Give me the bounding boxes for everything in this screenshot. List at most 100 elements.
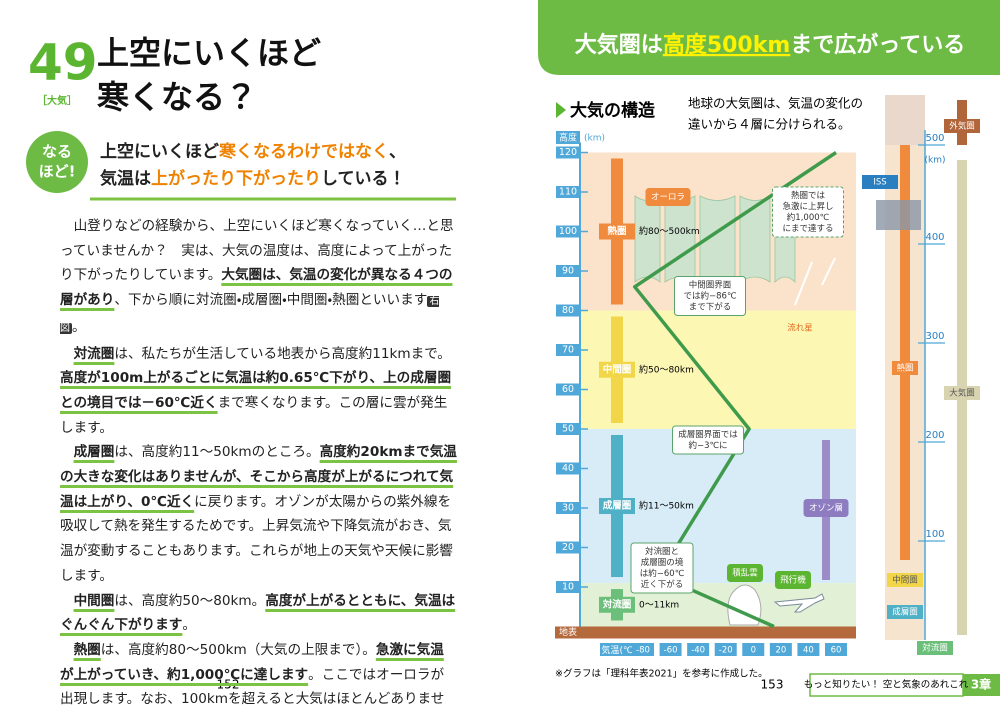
ground	[555, 626, 856, 639]
ground-label: 地表	[559, 626, 577, 638]
x-tick-label: -40	[691, 646, 705, 656]
paragraph: 中間圏は、高度約50～80km。高度が上がるとともに、気温はぐんぐん下がります。	[60, 589, 457, 638]
layer-name: 対流圏	[602, 598, 632, 610]
layer-range: 約11～50km	[639, 500, 694, 512]
aurora	[664, 195, 696, 283]
side-label: 熱圏	[896, 363, 913, 374]
x-tick-label: 60	[831, 646, 842, 656]
y-tick-label: 60	[562, 384, 574, 395]
annotation-box	[727, 564, 763, 582]
annotation-text: 急激に上昇し	[782, 201, 833, 212]
y-tick-box	[556, 304, 580, 317]
x-tick-label: 20	[775, 646, 786, 656]
side-label: ISS	[873, 178, 886, 188]
annotation-box	[630, 542, 694, 594]
layer-range: 0～11km	[639, 600, 679, 610]
annotation-text: 積乱雲	[732, 568, 758, 579]
lead-run: 上空にいくほど	[100, 141, 219, 162]
x-tick-label: 0	[751, 646, 756, 656]
text-run: 。	[182, 617, 196, 634]
annotation-text: は約−60℃	[640, 568, 685, 579]
y-label-box	[556, 131, 580, 144]
lead-run: 、	[389, 142, 406, 162]
badge-text: なる	[42, 143, 72, 161]
side-label-box	[887, 573, 923, 587]
x-axis-name: 気温	[601, 644, 619, 656]
title-line: 寒くなる？	[97, 78, 257, 116]
side-tick-label: 300	[925, 331, 944, 342]
y-tick-box	[556, 541, 580, 554]
text-run: は、私たちが生活している地表から高度約11kmまで。	[114, 345, 451, 362]
side-label-box	[944, 119, 980, 133]
emphasis: 対流圏	[73, 345, 115, 362]
emphasis: 成層圏	[73, 444, 115, 461]
iss-body	[876, 200, 921, 230]
thermosphere-arrow	[900, 145, 910, 560]
y-tick-box	[556, 462, 580, 475]
x-tick-box	[659, 643, 682, 656]
y-tick-label: 70	[562, 345, 574, 356]
text-run: 。	[72, 318, 86, 335]
lead-run: 気温は	[99, 168, 151, 189]
aurora	[634, 195, 661, 283]
emphasis: 大気圏は、気温の変化が異なる４つの層があり	[60, 267, 453, 309]
annotation-text: 中間圏界面	[689, 280, 732, 291]
y-axis-label: 高度	[559, 132, 577, 144]
side-label: 大気圏	[949, 388, 975, 399]
x-axis-label: 気温(℃)	[601, 644, 636, 656]
side-unit: (km)	[924, 156, 945, 166]
airplane	[773, 593, 825, 613]
side-label: 外気圏	[949, 121, 975, 132]
description-line: 地球の大気圏は、気温の変化の	[688, 96, 863, 111]
x-tick-label: -80	[636, 646, 650, 656]
annotation-text: では約−86℃	[684, 291, 737, 302]
annotation-text: 約1,000℃	[787, 212, 830, 223]
chart: 地表 高度 (km) 10 20 30 40 50 60 70 80 90 100 110 120 気温(℃)…	[555, 95, 980, 656]
description-line: 違いから４層に分けられる。	[688, 117, 851, 132]
side-label-box	[862, 175, 898, 189]
text-run: 。ここではオーロラが出現します。なお、100kmを超えると大気はほとんどありませ…	[60, 666, 445, 708]
annotation-text: 約−3℃に	[688, 440, 727, 451]
meteor	[794, 261, 813, 306]
side-tick-label: 500	[925, 133, 944, 144]
layer-name: 中間圏	[603, 363, 632, 375]
y-tick-label: 10	[562, 582, 574, 593]
y-axis-unit: (km)	[584, 134, 605, 144]
chapter-box	[963, 674, 1000, 696]
y-tick-box	[556, 423, 580, 435]
annotation-text: 成層圏界面では	[678, 429, 738, 440]
side-exosphere	[885, 95, 925, 145]
side-label-box	[887, 605, 923, 619]
lead-emphasis: 寒くなるわけではなく	[218, 142, 389, 162]
annotation-text: 流れ星	[787, 323, 813, 334]
y-tick-box	[556, 146, 580, 159]
paragraph: 熱圏は、高度約80～500km（大気の上限まで）。急激に気温が上がっていき、約1…	[60, 638, 457, 713]
side-tick-label: 400	[925, 232, 944, 243]
layer-name: 熱圏	[607, 225, 626, 237]
footer-text: もっと知りたい！ 空と気象のあれこれ	[804, 679, 969, 691]
annotation-text: 対流圏と	[645, 546, 679, 557]
side-label-box	[917, 641, 953, 655]
y-tick-label: 50	[562, 424, 574, 435]
section-title: 大気の構造	[570, 100, 655, 121]
annotation-box	[645, 188, 691, 206]
side-tick-label: 100	[925, 529, 944, 540]
y-tick-label: 40	[562, 463, 574, 474]
paragraph: 山登りなどの経験から、上空にいくほど寒くなっていく…と思っていませんか？ 実は、…	[60, 214, 457, 342]
x-tick-box	[742, 643, 765, 656]
y-tick-label: 90	[562, 266, 574, 277]
aurora	[739, 195, 771, 283]
text-run: 、下から順に対流圏・成層圏・中間圏・熱圏といいます	[114, 292, 428, 309]
banner-run: 大気圏は	[575, 32, 663, 58]
text-run: に戻ります。オゾンが太陽からの紫外線を吸収して熱を発生するためです。上昇気流や下…	[60, 493, 453, 584]
layer-name-box	[599, 498, 635, 515]
y-tick-label: 110	[559, 187, 577, 198]
lead-line: 上空にいくほど寒くなるわけではなく、	[100, 141, 406, 162]
layer-range: 約80～500km	[639, 225, 700, 237]
y-tick-box	[556, 581, 580, 593]
badge-text: ほど!	[39, 163, 76, 181]
x-tick-label: 40	[803, 646, 814, 656]
annotation-text: オーロラ	[651, 193, 685, 203]
banner-text: 大気圏は高度500kmまで広がっている	[575, 32, 965, 58]
